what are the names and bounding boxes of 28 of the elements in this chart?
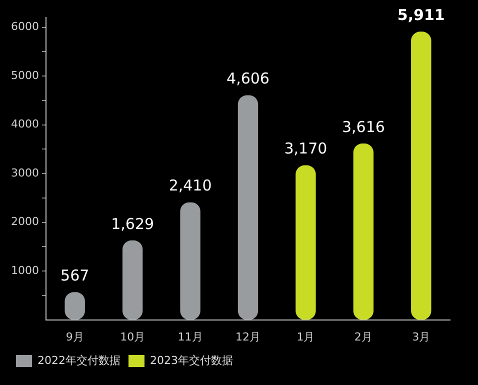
bar	[296, 165, 316, 320]
legend-label: 2022年交付数据	[38, 354, 120, 367]
y-tick-label: 6000	[10, 20, 39, 34]
x-tick-label: 11月	[178, 330, 203, 344]
x-tick-label: 10月	[120, 330, 146, 344]
x-tick-label: 2月	[354, 330, 372, 344]
data-label: 3,616	[342, 118, 385, 136]
x-tick-label: 1月	[296, 330, 315, 344]
x-tick-label: 9月	[66, 330, 84, 344]
legend-label: 2023年交付数据	[150, 354, 233, 367]
bar	[238, 95, 258, 320]
x-tick-label: 3月	[412, 330, 430, 344]
y-tick-label: 5000	[10, 68, 39, 82]
y-tick-label: 1000	[10, 264, 39, 277]
y-tick-label: 2000	[10, 215, 39, 228]
bar	[180, 202, 200, 320]
data-label: 4,606	[226, 70, 270, 88]
bar	[122, 240, 143, 320]
data-label: 5,911	[397, 6, 445, 24]
data-label: 2,410	[168, 176, 212, 195]
data-label: 567	[60, 266, 90, 285]
bar	[353, 144, 374, 320]
y-tick-label: 4000	[10, 118, 39, 131]
data-label: 1,629	[111, 214, 154, 233]
y-tick-label: 3000	[10, 166, 39, 180]
bar	[411, 32, 432, 320]
x-tick-label: 12月	[235, 330, 260, 344]
data-label: 3,170	[284, 140, 328, 158]
